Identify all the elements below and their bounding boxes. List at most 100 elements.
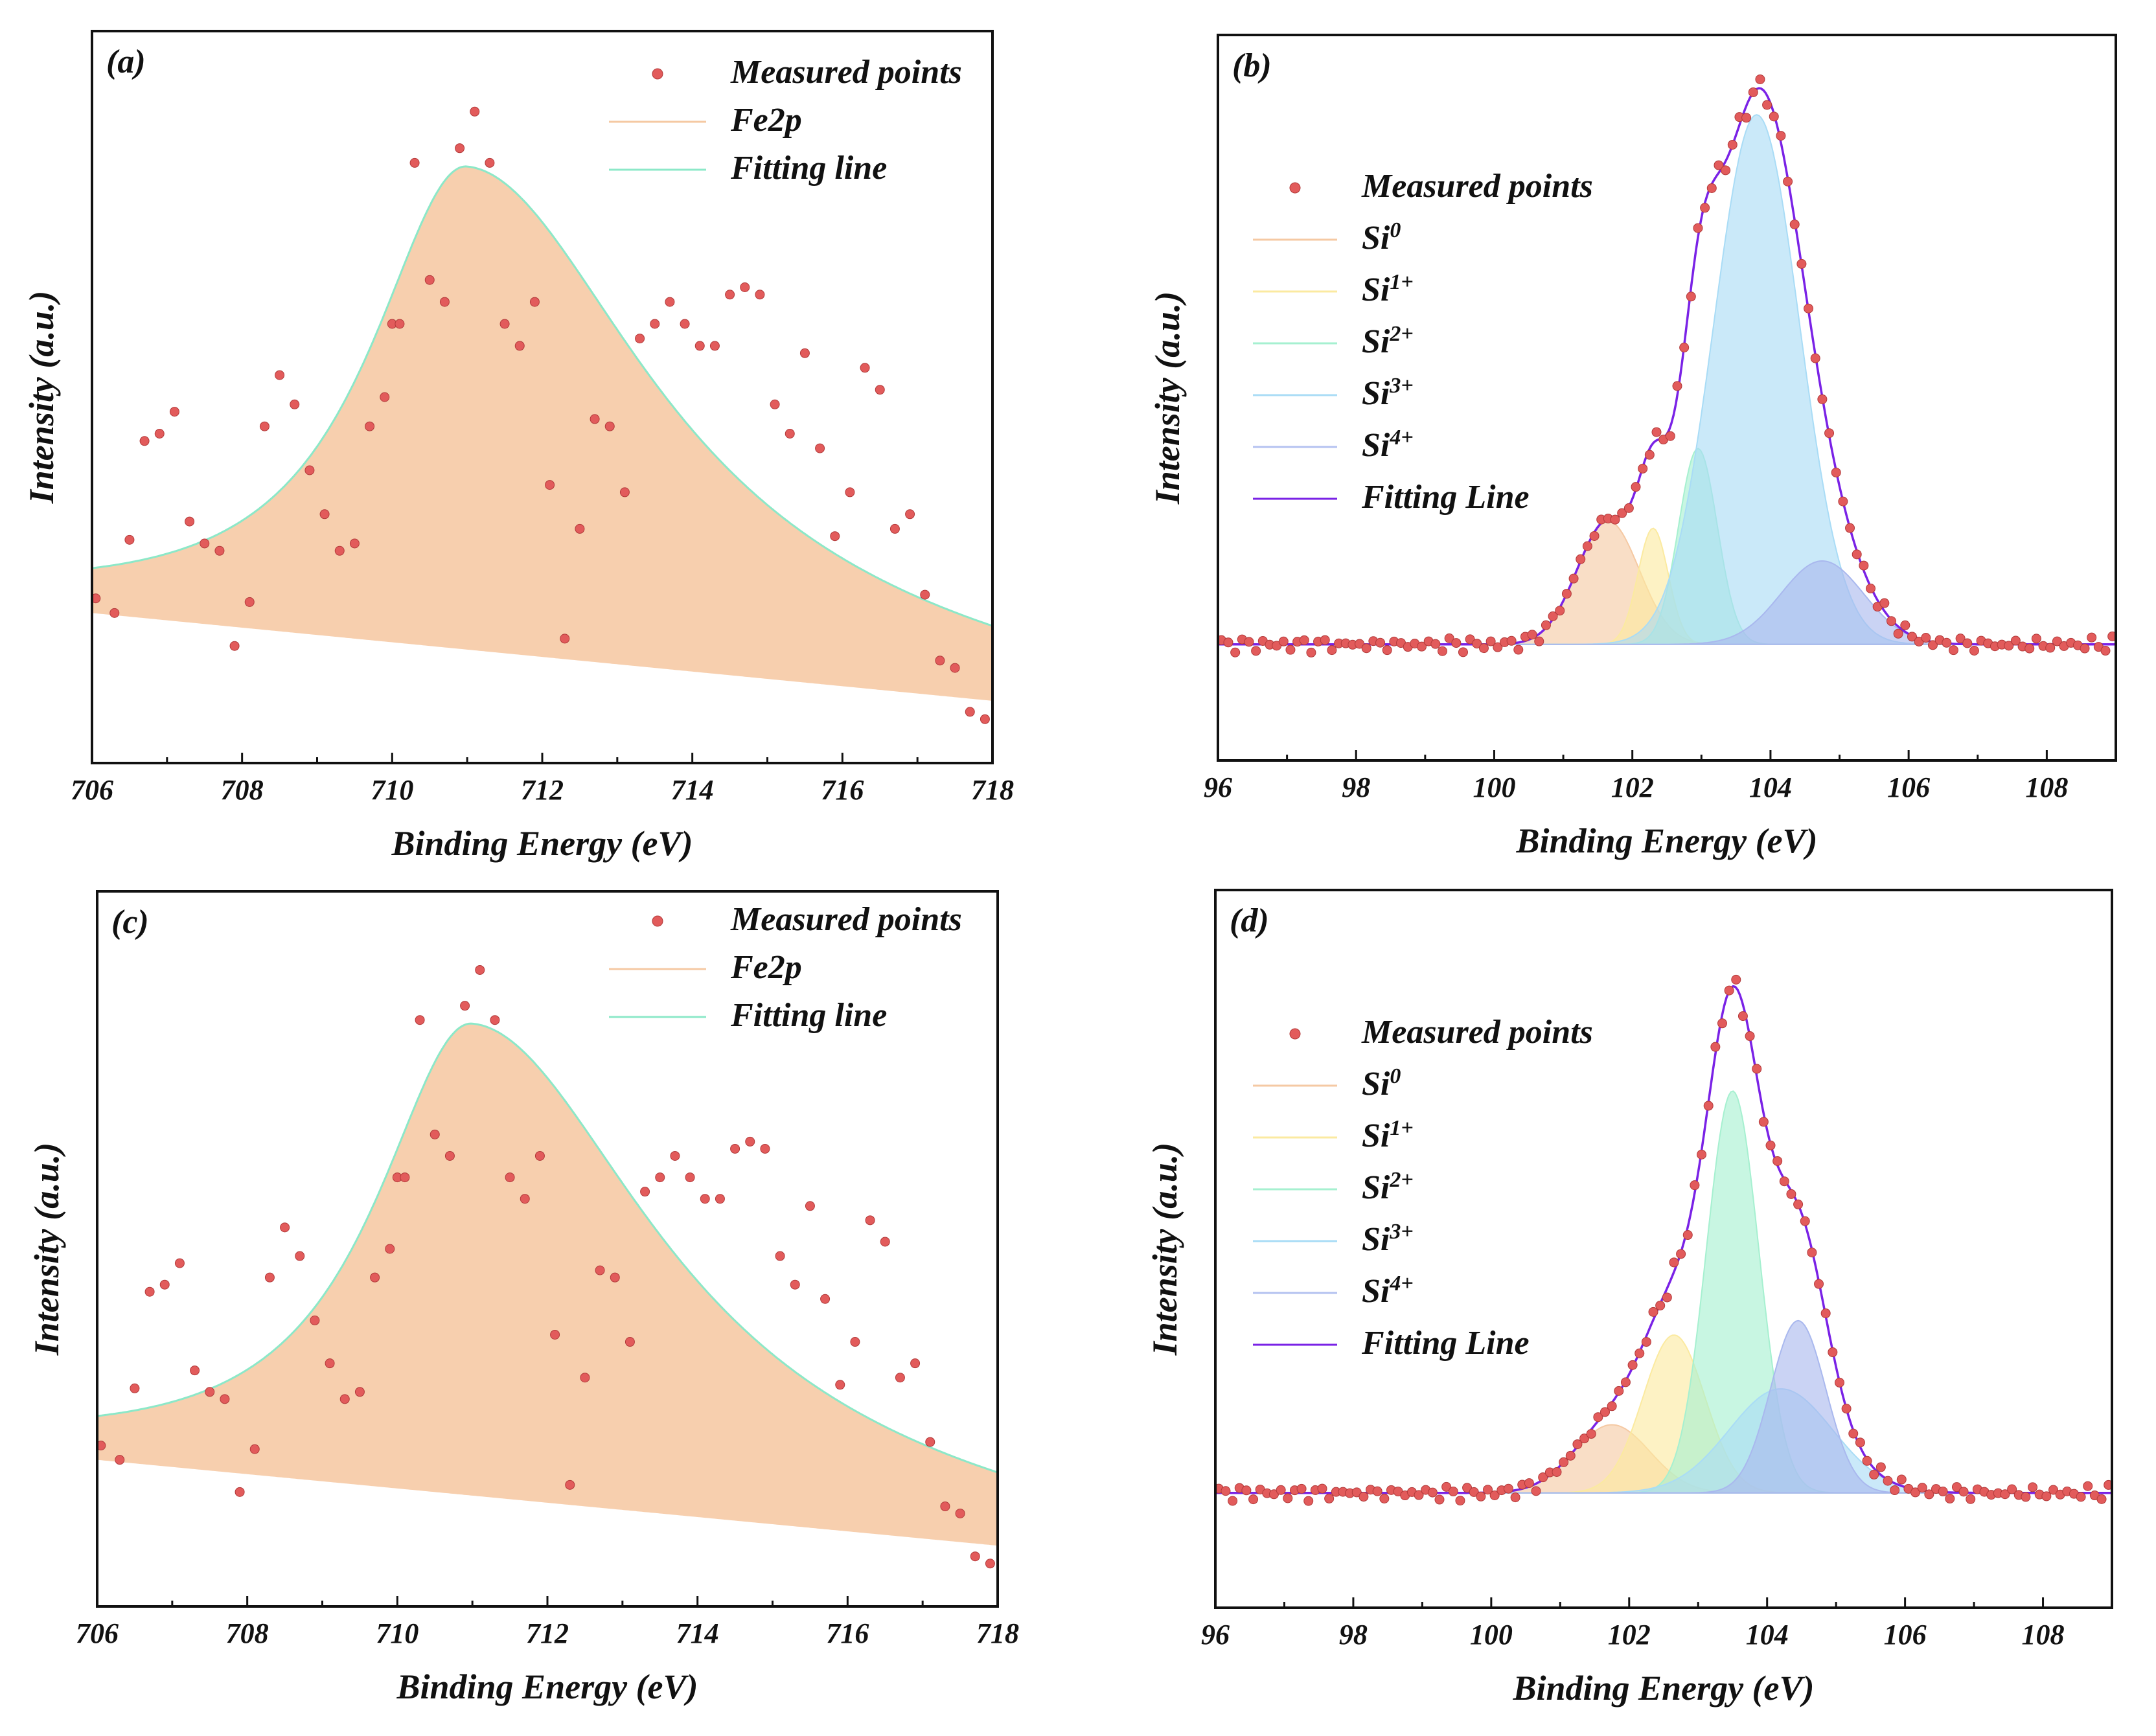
measured-point [1276,1485,1286,1495]
legend-label-text: Fitting line [730,150,887,187]
legend-label: Fe2p [730,102,802,139]
measured-point [1838,496,1848,507]
measured-point [1244,637,1254,647]
measured-point [1679,343,1690,353]
legend-label: Si4+ [1362,1272,1414,1310]
measured-point [1852,549,1862,560]
x-tick-label: 104 [1746,1619,1789,1650]
legend-label: Fitting line [730,150,887,187]
measured-point [1676,1249,1686,1259]
measured-point [905,509,915,520]
measured-point [2028,1482,2038,1492]
legend-label: Si0 [1362,1064,1401,1102]
measured-point [895,1373,905,1383]
measured-point [1548,611,1558,621]
legend-label-superscript: 1+ [1390,1116,1413,1140]
measured-point [815,443,825,453]
measured-point [319,509,330,520]
plot-area [1218,74,2116,657]
measured-point [154,429,165,439]
measured-point [1241,1485,1252,1496]
legend-label-text: Si [1362,1066,1390,1102]
legend-label-text: Si [1362,1169,1390,1206]
measured-point [1355,639,1365,649]
measured-point [2052,636,2062,646]
measured-point [845,487,855,497]
y-axis-title: Intensity (a.u.) [1148,291,1187,505]
measured-point [655,1172,665,1183]
legend-label: Si3+ [1362,374,1414,412]
measured-point [1810,353,1820,363]
measured-point [200,538,210,549]
measured-point [1283,1493,1293,1503]
legend-marker-points [652,915,663,927]
measured-point [1503,1483,1513,1494]
measured-point [1875,1462,1886,1472]
measured-point [1638,463,1648,474]
measured-point [725,290,735,300]
fe2p-area [92,166,992,701]
x-tick-label: 98 [1339,1619,1368,1650]
measured-point [444,1150,455,1161]
measured-point [1745,1031,1755,1042]
measured-point [775,1251,785,1261]
measured-point [1942,637,1952,648]
measured-point [205,1387,215,1397]
legend-label-text: Measured points [1361,168,1593,205]
measured-point [1469,1487,1479,1497]
measured-point [190,1365,200,1376]
measured-point [1462,1483,1473,1493]
measured-point [349,538,360,549]
measured-point [1955,634,1966,644]
measured-point [334,545,345,556]
measured-point [144,1286,155,1297]
measured-point [715,1194,725,1204]
legend-label-superscript: 3+ [1389,374,1413,398]
measured-point [1375,637,1386,648]
measured-point [1478,643,1489,654]
measured-point [1634,1348,1645,1358]
x-tick-label: 106 [1887,771,1930,803]
measured-point [1765,1140,1776,1150]
measured-point [1230,647,1241,657]
measured-point [1776,131,1786,141]
measured-point [1834,1377,1844,1388]
measured-point [1804,303,1814,314]
x-tick-label: 706 [76,1617,119,1649]
legend-label-text: Fe2p [730,949,802,986]
measured-point [1841,1404,1852,1414]
x-tick-label: 706 [71,774,113,806]
x-tick-label: 710 [376,1617,419,1649]
measured-point [1582,541,1592,551]
measured-point [1527,630,1537,640]
measured-point [1372,1486,1382,1496]
measured-point [1299,635,1309,645]
x-tick-label: 716 [826,1617,869,1649]
measured-point [485,157,495,168]
measured-point [740,282,750,292]
measured-point [2076,1492,2086,1502]
measured-point [130,1383,140,1393]
panel-label: (a) [106,43,146,80]
measured-point [1721,165,1731,176]
measured-point [805,1201,815,1211]
measured-point [1741,113,1752,123]
measured-point [700,1194,710,1204]
measured-point [1448,1487,1458,1497]
measured-point [115,1455,125,1465]
measured-point [1361,643,1371,654]
legend-label-text: Fe2p [730,102,802,139]
legend-label: Si2+ [1362,322,1414,360]
measured-point [799,348,810,358]
measured-point [1576,554,1586,564]
measured-point [1796,258,1807,269]
x-tick-label: 716 [821,774,864,806]
measured-point [1682,1230,1693,1240]
measured-point [534,1150,545,1161]
measured-point [1665,431,1675,441]
measured-point [2100,646,2111,656]
measured-point [1455,1496,1465,1506]
measured-point [1351,1487,1362,1498]
measured-point [1559,1457,1569,1467]
measured-point [475,965,485,975]
